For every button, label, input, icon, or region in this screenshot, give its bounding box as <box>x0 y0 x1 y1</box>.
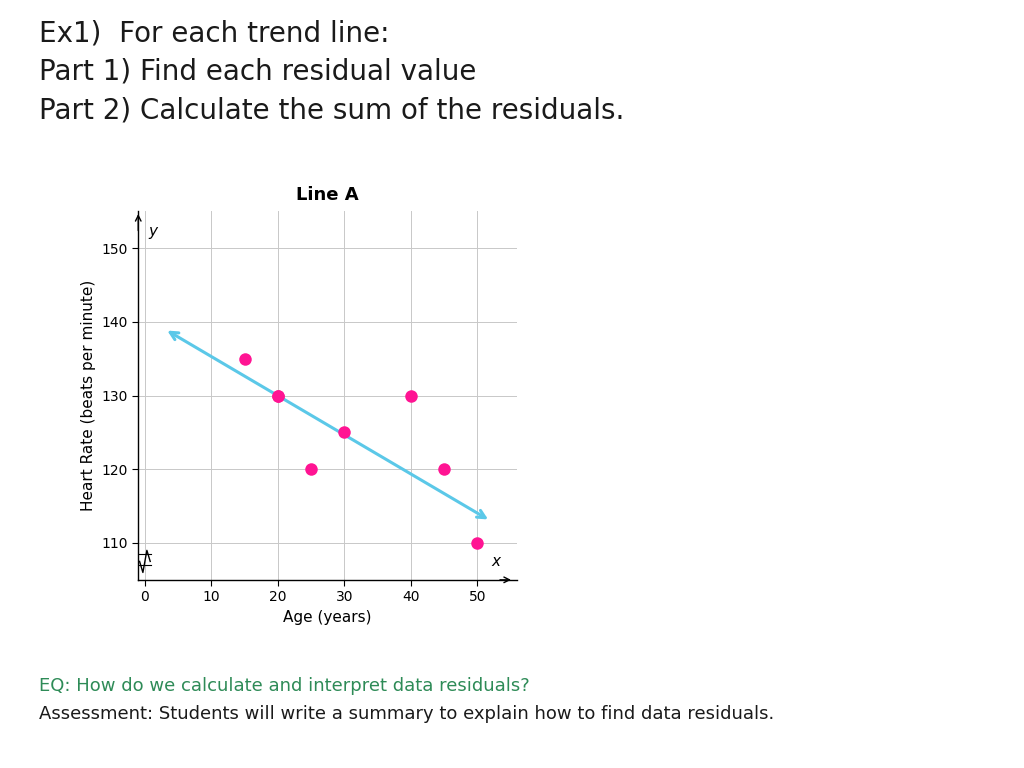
Y-axis label: Heart Rate (beats per minute): Heart Rate (beats per minute) <box>81 280 96 511</box>
Text: Part 2) Calculate the sum of the residuals.: Part 2) Calculate the sum of the residua… <box>39 96 625 124</box>
Text: Ex1)  For each trend line:: Ex1) For each trend line: <box>39 19 389 47</box>
Text: $x$: $x$ <box>492 554 503 569</box>
Title: Line A: Line A <box>296 186 359 204</box>
Text: Part 1) Find each residual value: Part 1) Find each residual value <box>39 58 476 85</box>
Point <box>469 537 485 549</box>
Point <box>269 389 286 402</box>
FancyArrowPatch shape <box>170 333 485 518</box>
Text: Assessment: Students will write a summary to explain how to find data residuals.: Assessment: Students will write a summar… <box>39 705 774 723</box>
Text: $y$: $y$ <box>148 225 160 241</box>
X-axis label: Age (years): Age (years) <box>284 610 372 625</box>
Point <box>402 389 419 402</box>
Point <box>269 389 286 402</box>
Point <box>303 463 319 475</box>
Point <box>336 426 352 439</box>
Text: EQ: How do we calculate and interpret data residuals?: EQ: How do we calculate and interpret da… <box>39 677 529 695</box>
Point <box>436 463 453 475</box>
Point <box>237 353 253 365</box>
